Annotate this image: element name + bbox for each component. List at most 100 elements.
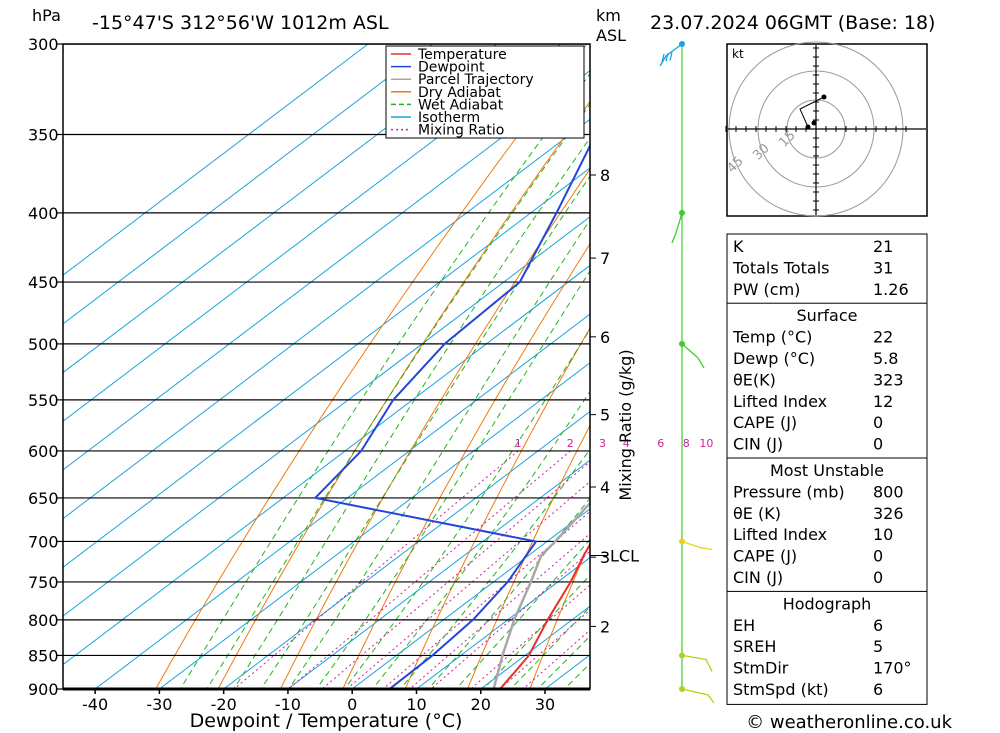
temperature-tick-label: -10 bbox=[275, 695, 301, 714]
legend-label: Parcel Trajectory bbox=[418, 72, 534, 88]
indices-table-row-value: 1.26 bbox=[873, 280, 909, 299]
km-tick-label: 4 bbox=[600, 478, 610, 497]
temperature-tick-label: -20 bbox=[211, 695, 237, 714]
mixing-ratio-label: 3 bbox=[599, 437, 606, 450]
pressure-tick-label: 650 bbox=[28, 489, 59, 508]
km-tick-label: 6 bbox=[600, 328, 610, 347]
wet-adiabat-lines bbox=[179, 72, 590, 689]
dry-adiabat-line bbox=[966, 44, 1000, 689]
pressure-axis: 300 350 400 450 500 550 600 650 700 750 800 850 900 bbox=[28, 35, 63, 699]
pressure-tick-label: 900 bbox=[28, 680, 59, 699]
dry-adiabat-line bbox=[342, 242, 590, 689]
most-unstable-table-row-label: CAPE (J) bbox=[733, 547, 797, 566]
hodograph-table-row-value: 170° bbox=[873, 659, 912, 678]
mixing-ratio-line bbox=[346, 481, 590, 689]
surface-table-row-label: Temp (°C) bbox=[732, 328, 812, 347]
hodograph-table-row-label: StmSpd (kt) bbox=[733, 680, 829, 699]
wet-adiabat-line bbox=[260, 175, 590, 689]
wind-barb-flag bbox=[669, 52, 673, 61]
surface-table-row-value: 22 bbox=[873, 328, 893, 347]
wet-adiabat-line bbox=[233, 137, 590, 689]
wet-adiabat-line bbox=[399, 448, 590, 689]
copyright-footer: © weatheronline.co.uk bbox=[746, 712, 952, 733]
isotherm-line bbox=[63, 44, 433, 325]
pressure-tick-label: 550 bbox=[28, 391, 59, 410]
dry-adiabat-line bbox=[404, 327, 590, 689]
most-unstable-table-row-label: CIN (J) bbox=[733, 568, 783, 587]
temperature-tick-label: -30 bbox=[146, 695, 172, 714]
indices-table-box bbox=[726, 233, 928, 305]
isotherm-line bbox=[63, 44, 369, 276]
most-unstable-table-title: Most Unstable bbox=[770, 461, 884, 480]
hodograph-unit-label: kt bbox=[732, 47, 744, 61]
mixing-ratio-lines bbox=[233, 450, 590, 689]
indices-table-row-label: K bbox=[733, 237, 744, 256]
surface-table-row-label: CIN (J) bbox=[733, 435, 783, 454]
skewt-plot-area bbox=[63, 44, 1000, 689]
wet-adiabat-line bbox=[455, 538, 590, 689]
km-tick-label: 5 bbox=[600, 406, 610, 425]
hodograph-table-row-value: 6 bbox=[873, 680, 883, 699]
hodograph-trace bbox=[799, 96, 825, 128]
mixing-ratio-line bbox=[321, 460, 590, 689]
pressure-level-lines bbox=[63, 44, 590, 689]
wind-level-dot bbox=[679, 538, 685, 545]
most-unstable-table-row-value: 326 bbox=[873, 504, 904, 523]
pressure-unit-label: hPa bbox=[32, 6, 61, 25]
surface-table-row-value: 0 bbox=[873, 413, 883, 432]
hodograph-table-row-value: 6 bbox=[873, 616, 883, 635]
mixing-ratio-label: 4 bbox=[623, 437, 630, 450]
hodograph-frame bbox=[726, 43, 928, 217]
legend-label: Temperature bbox=[417, 47, 507, 63]
mixing-ratio-label: 10 bbox=[699, 437, 713, 450]
most-unstable-table-row-label: θE (K) bbox=[733, 504, 781, 523]
location-title: -15°47'S 312°56'W 1012m ASL bbox=[92, 12, 389, 34]
legend-label: Wet Adiabat bbox=[418, 97, 504, 113]
mixing-ratio-axis-label: Mixing Ratio (g/kg) bbox=[616, 349, 635, 500]
surface-table-row-value: 5.8 bbox=[873, 349, 898, 368]
wet-adiabat-line bbox=[315, 270, 590, 689]
x-axis-label: Dewpoint / Temperature (°C) bbox=[190, 710, 463, 732]
most-unstable-table-box bbox=[726, 457, 928, 593]
wet-adiabat-line bbox=[343, 328, 590, 689]
wind-barb bbox=[681, 688, 715, 704]
wind-barb bbox=[681, 654, 713, 672]
temperature-line bbox=[499, 542, 590, 689]
wind-barb bbox=[671, 212, 683, 244]
hodograph-table-box bbox=[726, 590, 928, 705]
km-unit-label: km bbox=[596, 6, 621, 25]
wind-level-dot bbox=[679, 209, 685, 216]
most-unstable-table-row-value: 0 bbox=[873, 547, 883, 566]
km-tick-label: 7 bbox=[600, 249, 610, 268]
pressure-tick-label: 600 bbox=[28, 442, 59, 461]
pressure-tick-label: 300 bbox=[28, 35, 59, 54]
wind-barb bbox=[681, 540, 713, 551]
wind-barb bbox=[659, 43, 683, 67]
asl-unit-label: ASL bbox=[596, 26, 626, 45]
surface-table-row-label: Lifted Index bbox=[733, 392, 827, 411]
legend-label: Dry Adiabat bbox=[418, 85, 501, 101]
surface-table-title: Surface bbox=[797, 306, 858, 325]
isotherm-line bbox=[63, 44, 498, 374]
profile-series bbox=[314, 143, 590, 689]
mixing-ratio-label: 2 bbox=[567, 437, 574, 450]
wet-adiabat-line bbox=[287, 219, 590, 689]
pressure-tick-label: 350 bbox=[28, 126, 59, 145]
hodograph-point bbox=[811, 120, 817, 126]
hodograph-point bbox=[821, 94, 827, 100]
mixing-ratio-label: 6 bbox=[657, 437, 664, 450]
mixing-ratio-label: 8 bbox=[683, 437, 690, 450]
isotherm-line bbox=[63, 70, 590, 471]
hodograph-table-title: Hodograph bbox=[783, 594, 872, 613]
wet-adiabat-line bbox=[427, 497, 590, 689]
legend-label: Mixing Ratio bbox=[418, 123, 504, 139]
temperature-tick-label: 0 bbox=[347, 695, 357, 714]
surface-table-row-label: CAPE (J) bbox=[733, 413, 797, 432]
isotherm-line bbox=[63, 44, 562, 422]
hodograph-table-row-label: SREH bbox=[733, 637, 776, 656]
indices-tables: K 21 Totals Totals 31 PW (cm) 1.26 Surface Temp… bbox=[726, 233, 928, 705]
mixing-ratio-label: 1 bbox=[515, 437, 522, 450]
datetime-title: 23.07.2024 06GMT (Base: 18) bbox=[650, 12, 935, 34]
